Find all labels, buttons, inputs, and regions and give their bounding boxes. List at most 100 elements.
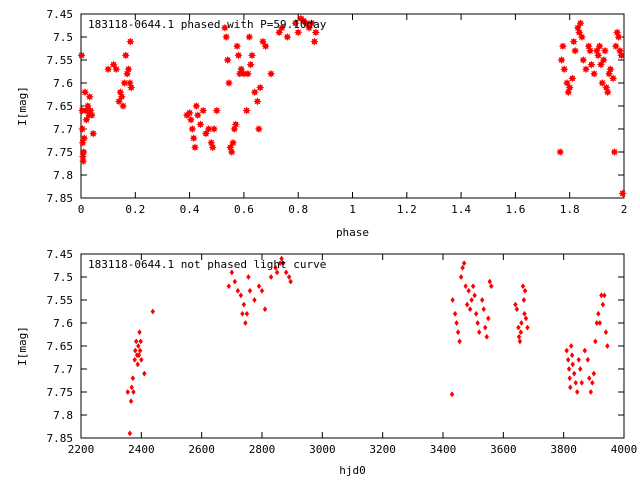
data-point	[582, 347, 588, 354]
data-point	[590, 379, 595, 386]
data-point	[302, 18, 311, 28]
data-point	[243, 69, 253, 79]
y-tick-label: 7.45	[47, 8, 74, 21]
data-point	[596, 310, 601, 317]
data-point	[136, 342, 141, 350]
data-point	[523, 315, 529, 322]
phased-light-curve-panel: 0 0.2 0.4 0.6 0.8 1 1.2 1.4 1.6 1.8 2 7.45 7.5 7.55 7.…	[16, 8, 627, 239]
data-point	[126, 83, 136, 92]
data-point	[288, 278, 293, 285]
data-point	[117, 92, 126, 102]
data-point	[573, 379, 578, 386]
data-point	[137, 347, 143, 354]
data-point	[593, 338, 598, 345]
data-point	[196, 120, 205, 129]
data-point	[268, 273, 274, 281]
data-point	[599, 292, 604, 299]
data-point	[226, 283, 232, 290]
data-point	[466, 287, 471, 294]
data-point	[130, 375, 136, 382]
data-point	[566, 365, 572, 373]
data-point	[129, 384, 134, 391]
data-point	[118, 101, 128, 111]
data-point	[198, 106, 208, 115]
y-tick-label: 7.85	[47, 192, 74, 205]
data-point	[236, 64, 246, 74]
data-point	[570, 46, 580, 56]
x-tick-label: 0.4	[180, 203, 200, 216]
data-point	[79, 147, 88, 157]
data-point	[574, 28, 584, 37]
x-tick-label: 1.4	[451, 203, 471, 216]
y-tick-label: 7.75	[47, 386, 74, 399]
y-tick-label: 7.8	[53, 409, 73, 422]
data-point	[611, 41, 621, 51]
x-tick-label: 3600	[490, 443, 517, 456]
data-point	[479, 296, 485, 304]
x-tick-label: 2400	[128, 443, 155, 456]
x-tick-label: 0	[78, 203, 85, 216]
data-points	[125, 255, 610, 437]
data-point	[522, 287, 528, 294]
data-point	[258, 37, 268, 46]
data-point	[109, 60, 118, 69]
data-point	[88, 129, 98, 138]
data-point	[519, 319, 524, 327]
data-point	[588, 388, 594, 396]
data-point	[585, 356, 591, 363]
data-point	[587, 375, 592, 382]
data-point	[133, 338, 139, 345]
data-point	[254, 124, 264, 134]
y-tick-label: 7.6	[53, 317, 73, 330]
data-point	[201, 129, 211, 138]
data-point	[513, 301, 518, 308]
data-point	[565, 356, 571, 363]
data-point	[232, 41, 242, 51]
data-point	[293, 28, 303, 37]
data-point	[138, 338, 143, 345]
x-tick-label: 0.8	[288, 203, 308, 216]
plot-frame	[80, 253, 625, 439]
data-point	[131, 388, 136, 396]
data-point	[470, 283, 476, 290]
data-point	[525, 324, 530, 331]
data-point	[577, 365, 583, 373]
data-point	[587, 60, 596, 69]
data-point	[220, 23, 230, 33]
data-point	[602, 292, 607, 299]
data-point	[467, 306, 473, 313]
y-tick-label: 7.6	[53, 77, 73, 90]
data-point	[228, 138, 238, 148]
data-point	[569, 37, 579, 46]
data-point	[517, 338, 523, 345]
data-point	[80, 133, 89, 143]
data-point	[518, 329, 524, 336]
data-point	[209, 124, 219, 134]
data-point	[135, 361, 140, 368]
x-tick-label: 0.2	[125, 203, 145, 216]
data-point	[283, 32, 292, 42]
data-point	[185, 108, 194, 118]
data-point	[124, 64, 133, 74]
data-point	[472, 292, 477, 299]
data-point	[557, 55, 566, 65]
y-tick-label: 7.7	[53, 123, 73, 136]
data-point	[245, 32, 254, 42]
data-point	[193, 110, 202, 120]
data-point	[484, 333, 490, 340]
data-point	[126, 37, 135, 46]
data-point	[516, 333, 522, 340]
data-point	[569, 352, 575, 359]
y-tick-label: 7.65	[47, 100, 74, 113]
data-point	[246, 60, 255, 69]
data-point	[224, 78, 234, 88]
data-point	[449, 391, 455, 398]
data-point	[250, 87, 259, 97]
x-tick-label: 2200	[68, 443, 95, 456]
data-point	[594, 319, 600, 327]
data-point	[614, 32, 623, 42]
data-point	[514, 306, 520, 313]
data-point	[291, 18, 300, 28]
data-point	[571, 370, 577, 377]
data-point	[244, 310, 250, 317]
